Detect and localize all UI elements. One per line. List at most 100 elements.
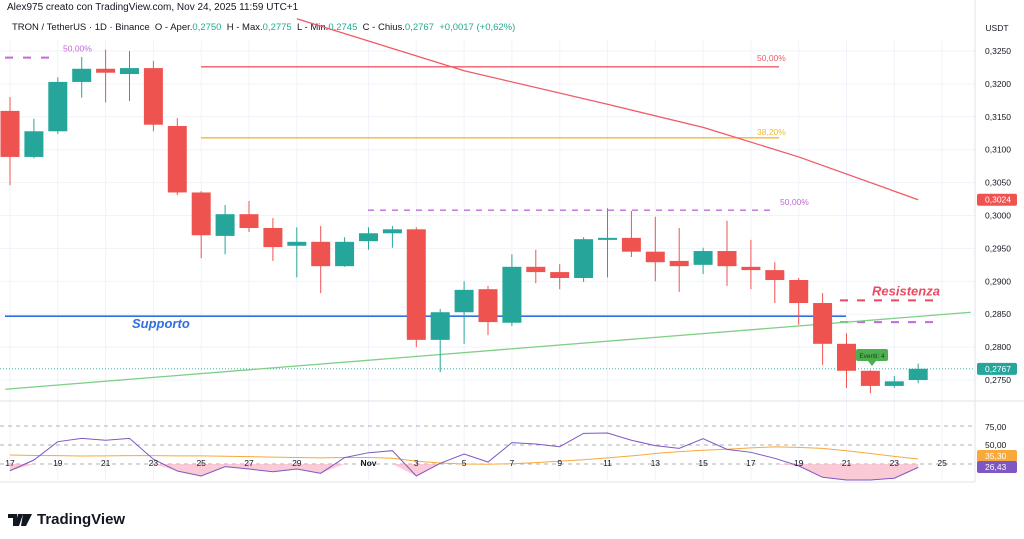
rsi-oversold-fill — [225, 464, 249, 470]
moving-average-red — [296, 18, 919, 201]
candle-body — [287, 241, 307, 246]
candle-body — [526, 266, 546, 273]
price-tick-label: 0,2750 — [985, 375, 1011, 385]
time-tick-label: 15 — [698, 458, 708, 468]
rsi-oversold-fill — [10, 464, 34, 471]
symbol-name[interactable]: TRON / TetherUS · 1D · Binance — [12, 22, 150, 33]
grid — [0, 0, 1024, 483]
rsi-oversold-fill — [296, 464, 321, 474]
open-value: 0,2750 — [192, 22, 222, 33]
time-tick-label: 19 — [794, 458, 804, 468]
price-tick-label: 0,2800 — [985, 342, 1011, 352]
last-price-badge: 0,2767 — [985, 364, 1011, 374]
candle-body — [717, 251, 737, 267]
candle-body — [430, 312, 450, 340]
time-tick-label: 29 — [292, 458, 302, 468]
price-tick-label: 0,3050 — [985, 178, 1011, 188]
time-tick-label: 19 — [53, 458, 63, 468]
rsi-ma-badge: 35,30 — [985, 451, 1007, 461]
tradingview-logo[interactable]: TradingView — [8, 511, 125, 528]
time-tick-label: 25 — [196, 458, 206, 468]
time-tick-label: 9 — [557, 458, 562, 468]
events-badge[interactable]: Eventi: 4 — [856, 349, 888, 366]
candle-body — [382, 229, 402, 234]
time-tick-label: 13 — [651, 458, 661, 468]
price-tick-label: 0,3100 — [985, 145, 1011, 155]
candle-body — [741, 266, 761, 271]
rsi-oversold-fill — [153, 464, 178, 472]
candle-body — [598, 237, 617, 240]
candle-body — [789, 279, 809, 304]
close-value: 0,2767 — [404, 22, 434, 33]
candle-body — [550, 272, 570, 279]
time-tick-label: Nov — [360, 458, 376, 468]
tradingview-logo-icon — [8, 513, 32, 526]
rsi-oversold-fill — [249, 464, 273, 472]
candle-body — [0, 110, 20, 157]
candle-body — [693, 251, 713, 265]
candle-body — [406, 229, 426, 340]
time-tick-label: 21 — [842, 458, 852, 468]
time-tick-label: 17 — [5, 458, 15, 468]
low-label: L - Min. — [296, 22, 329, 33]
rsi-ma-badge-bg — [977, 450, 1017, 462]
candle-body — [645, 251, 665, 263]
candle-body — [574, 239, 594, 279]
time-tick-label: 17 — [746, 458, 756, 468]
fib-label-top-left: 50,00% — [63, 44, 92, 54]
rsi-oversold-fill — [201, 464, 226, 476]
candle-body — [813, 303, 833, 344]
events-label: Eventi: 4 — [859, 353, 885, 360]
candle-body — [167, 126, 187, 193]
symbol-legend: TRON / TetherUS · 1D · Binance O - Aper.… — [12, 22, 515, 33]
resistance-label: Resistenza — [872, 283, 940, 298]
price-tick-label: 0,3250 — [985, 46, 1011, 56]
candle-body — [215, 214, 235, 236]
candle-body — [143, 68, 163, 125]
fib-label-50-purple: 50,00% — [780, 197, 809, 207]
time-tick-label: 21 — [101, 458, 111, 468]
candle-body — [454, 289, 474, 313]
rsi-oversold-fill — [894, 464, 919, 479]
rsi-tick-label: 75,00 — [985, 422, 1007, 432]
price-tick-label: 0,3150 — [985, 112, 1011, 122]
price-tick-label: 0,3000 — [985, 211, 1011, 221]
time-tick-label: 25 — [937, 458, 947, 468]
candle-body — [837, 343, 856, 371]
time-tick-label: 3 — [414, 458, 419, 468]
candle-body — [621, 237, 641, 252]
time-tick-label: 5 — [462, 458, 467, 468]
rsi-oversold-fill — [177, 464, 202, 476]
candle-body — [478, 289, 498, 323]
candle-body — [239, 214, 259, 229]
candle-body — [72, 68, 92, 82]
price-tick-label: 0,2900 — [985, 276, 1011, 286]
rsi-value-badge-bg — [977, 461, 1017, 473]
last-price-badge-bg — [977, 362, 1017, 375]
candle-body — [359, 233, 378, 242]
rsi-oversold-fill — [320, 464, 345, 474]
rsi-oversold-fill — [822, 464, 847, 480]
support-label: Supporto — [132, 316, 190, 331]
candle-body — [502, 266, 522, 323]
currency-label: USDT — [985, 23, 1008, 33]
ma-price-badge: 0,3024 — [985, 195, 1011, 205]
change-value: +0,0017 (+0,62%) — [439, 22, 516, 33]
low-value: 0,2745 — [328, 22, 358, 33]
rsi-oversold-fill — [272, 464, 297, 472]
price-tick-label: 0,2850 — [985, 309, 1011, 319]
rsi-oversold-fill — [870, 464, 895, 480]
chart-credit: Alex975 creato con TradingView.com, Nov … — [7, 2, 299, 13]
ma-price-badge-bg — [977, 193, 1017, 206]
candle-body — [884, 381, 904, 386]
candle-body — [908, 368, 928, 380]
time-tick-label: 23 — [149, 458, 159, 468]
rsi-line — [9, 432, 919, 481]
rsi-oversold-fill — [846, 464, 871, 480]
rsi-oversold-fill — [392, 464, 417, 476]
fib-label-382: 38,20% — [757, 127, 786, 137]
candle-body — [191, 192, 211, 236]
price-tick-label: 0,3200 — [985, 79, 1011, 89]
rsi-tick-label: 50,00 — [985, 440, 1007, 450]
